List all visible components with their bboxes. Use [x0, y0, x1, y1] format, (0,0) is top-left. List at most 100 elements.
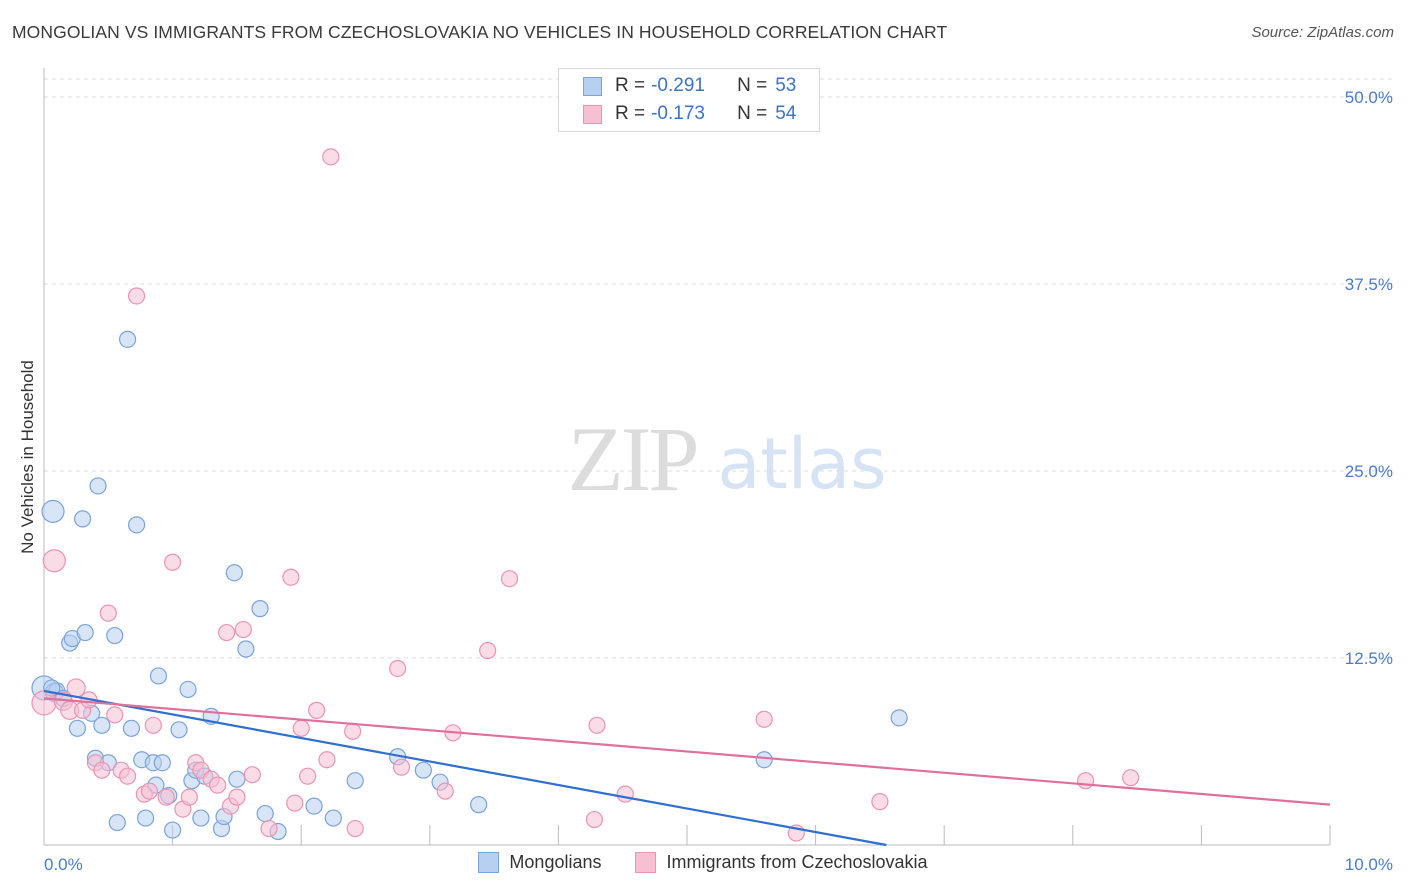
source-label: Source: ZipAtlas.com — [1251, 24, 1394, 41]
point-czechoslovakia — [144, 716, 162, 734]
point-czechoslovakia — [282, 568, 300, 586]
point-czechoslovakia — [322, 148, 340, 166]
point-mongolians — [346, 772, 364, 790]
point-czechoslovakia — [299, 767, 317, 785]
legend-n-value: 54 — [775, 103, 797, 124]
tick-labels: 12.5% 25.0% 37.5% 50.0% 0.0% 10.0% — [44, 88, 1393, 874]
legend-r-value: -0.173 — [651, 103, 705, 124]
point-czechoslovakia — [392, 758, 411, 776]
point-mongolians — [118, 330, 137, 348]
point-czechoslovakia — [140, 782, 159, 800]
point-mongolians — [106, 626, 124, 645]
legend-swatch-blue — [478, 852, 500, 873]
point-czechoslovakia — [500, 570, 519, 588]
x-tick-label: 10.0% — [1345, 855, 1393, 874]
point-mongolians — [890, 709, 908, 727]
legend-n-label: N = — [737, 75, 768, 96]
legend-n-value: 53 — [775, 75, 797, 96]
legend-r-label: R = — [615, 103, 646, 124]
legend-r-label: R = — [615, 75, 646, 96]
point-czechoslovakia — [389, 659, 407, 678]
point-czechoslovakia — [66, 678, 86, 698]
trend-line-czechoslovakia — [43, 697, 1331, 806]
point-mongolians — [305, 797, 323, 815]
point-mongolians — [251, 600, 269, 618]
point-mongolians — [755, 751, 773, 769]
point-czechoslovakia — [318, 751, 336, 769]
watermark: ZIP atlas — [568, 408, 887, 510]
point-mongolians — [89, 477, 107, 495]
point-czechoslovakia — [42, 549, 66, 573]
point-czechoslovakia — [127, 287, 146, 305]
point-czechoslovakia — [118, 767, 137, 785]
trend-lines — [43, 689, 1331, 847]
axes — [43, 68, 1331, 846]
point-czechoslovakia — [209, 776, 227, 794]
watermark-atlas: atlas — [717, 423, 886, 505]
point-mongolians — [136, 809, 155, 827]
point-czechoslovakia — [218, 623, 236, 642]
point-czechoslovakia — [436, 782, 454, 800]
point-mongolians — [225, 564, 243, 582]
point-mongolians — [256, 804, 274, 823]
point-mongolians — [170, 721, 188, 739]
point-czechoslovakia — [346, 819, 364, 838]
legend-row-mongolians: R = -0.291 N = 53 — [583, 74, 845, 98]
point-czechoslovakia — [308, 701, 326, 719]
point-mongolians — [179, 680, 197, 699]
trend-line-mongolians — [43, 689, 887, 847]
point-czechoslovakia — [234, 620, 252, 639]
y-tick-label: 37.5% — [1345, 275, 1393, 294]
legend-swatch-blue — [583, 76, 602, 96]
point-mongolians — [93, 716, 111, 734]
legend-label: Mongolians — [509, 852, 602, 872]
point-mongolians — [122, 719, 141, 737]
point-mongolians — [149, 667, 168, 685]
point-mongolians — [228, 770, 246, 788]
legend-item-mongolians[interactable]: Mongolians — [478, 852, 601, 873]
point-czechoslovakia — [292, 719, 310, 737]
chart-title: MONGOLIAN VS IMMIGRANTS FROM CZECHOSLOVA… — [12, 22, 948, 42]
y-tick-label: 25.0% — [1345, 462, 1393, 481]
point-czechoslovakia — [99, 604, 117, 622]
watermark-zip: ZIP — [568, 408, 697, 510]
legend-r-value: -0.291 — [651, 75, 705, 96]
point-mongolians — [192, 809, 210, 827]
point-czechoslovakia — [1077, 772, 1095, 790]
point-czechoslovakia — [588, 716, 606, 734]
point-czechoslovakia — [93, 761, 111, 779]
point-czechoslovakia — [479, 641, 497, 660]
y-axis-label: No Vehicles in Household — [18, 360, 37, 554]
point-czechoslovakia — [106, 706, 124, 724]
point-czechoslovakia — [755, 710, 773, 728]
point-mongolians — [108, 813, 126, 832]
point-czechoslovakia — [157, 788, 175, 806]
point-czechoslovakia — [260, 819, 278, 838]
point-mongolians — [414, 761, 432, 779]
point-czechoslovakia — [243, 766, 261, 784]
point-czechoslovakia — [1122, 769, 1140, 787]
legend-n-label: N = — [737, 103, 768, 124]
point-czechoslovakia — [286, 794, 304, 812]
point-mongolians — [127, 516, 146, 534]
series-legend: Mongolians Immigrants from Czechoslovaki… — [0, 852, 1406, 873]
point-mongolians — [153, 754, 171, 772]
point-mongolians — [164, 821, 182, 839]
grid-lines — [44, 78, 1394, 659]
point-mongolians — [76, 623, 94, 642]
y-tick-label: 12.5% — [1345, 649, 1393, 668]
point-czechoslovakia — [344, 722, 362, 740]
legend-swatch-pink — [635, 852, 657, 873]
point-mongolians — [41, 499, 65, 523]
y-tick-label: 50.0% — [1345, 88, 1393, 107]
point-czechoslovakia — [31, 690, 57, 716]
data-points — [31, 148, 1140, 842]
point-czechoslovakia — [228, 788, 246, 806]
point-czechoslovakia — [180, 788, 198, 806]
legend-item-czechoslovakia[interactable]: Immigrants from Czechoslovakia — [635, 852, 928, 873]
legend-row-czechoslovakia: R = -0.173 N = 54 — [583, 102, 845, 126]
legend-swatch-pink — [583, 104, 602, 124]
point-mongolians — [68, 719, 87, 737]
point-mongolians — [73, 510, 92, 528]
